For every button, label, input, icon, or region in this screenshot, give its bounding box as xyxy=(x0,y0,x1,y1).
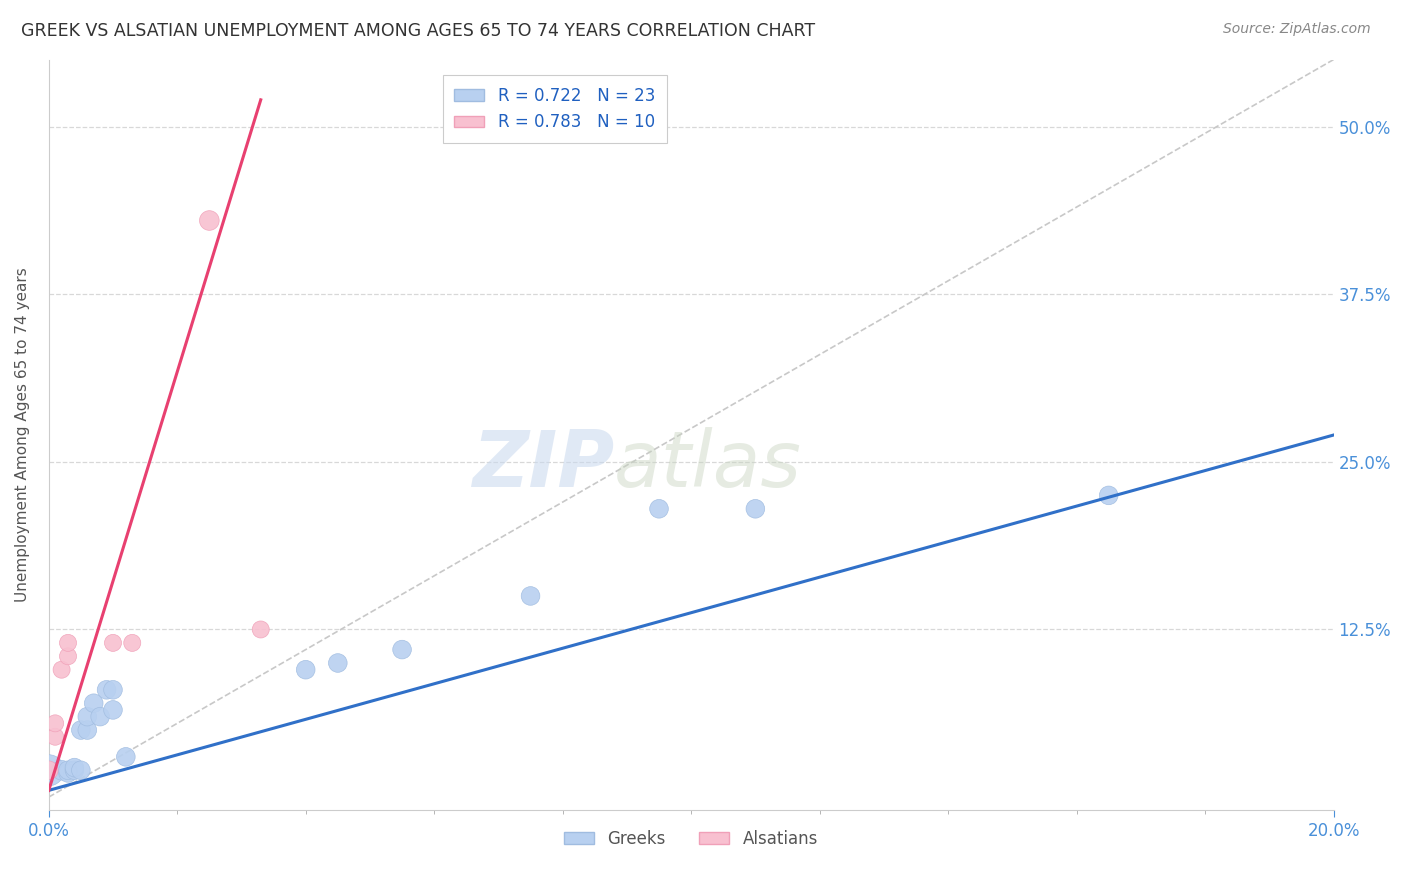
Point xyxy=(326,656,349,670)
Point xyxy=(44,716,66,731)
Point xyxy=(249,623,271,637)
Point xyxy=(294,663,316,677)
Point xyxy=(63,764,86,778)
Point xyxy=(96,682,118,697)
Point xyxy=(44,730,66,744)
Point xyxy=(121,636,143,650)
Point xyxy=(89,709,111,723)
Point xyxy=(70,764,93,778)
Point xyxy=(56,764,79,778)
Text: GREEK VS ALSATIAN UNEMPLOYMENT AMONG AGES 65 TO 74 YEARS CORRELATION CHART: GREEK VS ALSATIAN UNEMPLOYMENT AMONG AGE… xyxy=(21,22,815,40)
Point xyxy=(101,703,124,717)
Point xyxy=(101,682,124,697)
Text: Source: ZipAtlas.com: Source: ZipAtlas.com xyxy=(1223,22,1371,37)
Point xyxy=(56,649,79,664)
Point xyxy=(83,696,105,710)
Point xyxy=(51,764,73,778)
Point xyxy=(56,766,79,780)
Point xyxy=(76,709,98,723)
Point xyxy=(38,764,60,778)
Point xyxy=(76,723,98,737)
Point xyxy=(391,642,413,657)
Point xyxy=(56,636,79,650)
Text: ZIP: ZIP xyxy=(472,427,614,503)
Text: atlas: atlas xyxy=(614,427,801,503)
Point xyxy=(63,761,86,775)
Point xyxy=(114,749,136,764)
Point xyxy=(38,764,60,778)
Point xyxy=(519,589,541,603)
Point xyxy=(51,663,73,677)
Point xyxy=(744,501,766,516)
Legend: Greeks, Alsatians: Greeks, Alsatians xyxy=(558,823,825,855)
Point xyxy=(101,636,124,650)
Point xyxy=(1098,488,1121,502)
Point xyxy=(198,213,221,227)
Point xyxy=(648,501,671,516)
Y-axis label: Unemployment Among Ages 65 to 74 years: Unemployment Among Ages 65 to 74 years xyxy=(15,268,30,602)
Point xyxy=(70,723,93,737)
